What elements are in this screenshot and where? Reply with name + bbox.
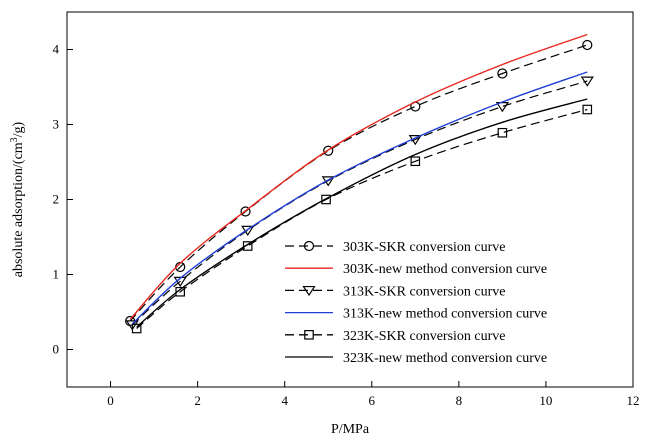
legend-background (275, 234, 630, 372)
marker-square (582, 104, 593, 115)
marker-square (131, 323, 142, 334)
marker-square (242, 241, 253, 251)
marker-circle (323, 145, 334, 156)
y-tick-label: 1 (53, 267, 60, 282)
y-axis-title-tail: /g) (11, 121, 26, 137)
legend: 303K-SKR conversion curve 303K-new method… (275, 234, 630, 372)
legend-label: 303K-SKR conversion curve (343, 240, 506, 255)
y-axis-title-main: absolute adsorption/(cm (11, 142, 26, 277)
series-line (129, 44, 588, 322)
marker-circle (582, 39, 593, 51)
y-tick-label: 2 (53, 192, 60, 207)
marker-square (497, 127, 508, 138)
x-tick-label: 12 (627, 393, 640, 408)
series-2 (129, 33, 588, 320)
x-axis-title: P/MPa (331, 422, 370, 437)
y-tick-label: 4 (53, 42, 60, 57)
legend-entry: 303K-new method conversion curve (285, 262, 547, 277)
series-line (136, 98, 588, 328)
legend-label: 313K-new method conversion curve (343, 307, 547, 322)
legend-entry: 323K-new method conversion curve (285, 351, 547, 366)
x-tick-label: 0 (107, 393, 114, 408)
legend-entry: 313K-SKR conversion curve (285, 284, 506, 299)
legend-entry: 303K-SKR conversion curve (285, 240, 506, 255)
legend-entry: 313K-new method conversion curve (285, 307, 547, 322)
y-tick-label: 3 (53, 117, 60, 132)
marker-circle (497, 68, 508, 79)
x-tick-label: 6 (369, 393, 376, 408)
x-tick-label: 10 (539, 393, 552, 408)
series-line (129, 33, 588, 320)
legend-label: 323K-SKR conversion curve (343, 329, 506, 344)
x-tick-label: 4 (281, 393, 288, 408)
marker-square (321, 194, 331, 205)
x-tick-label: 2 (194, 393, 201, 408)
series-line (131, 71, 588, 325)
x-tick-label: 8 (456, 393, 463, 408)
series-4 (131, 71, 588, 325)
marker-triangle-down (580, 76, 594, 87)
legend-label: 323K-new method conversion curve (343, 351, 547, 366)
legend-label: 303K-new method conversion curve (343, 262, 547, 277)
marker-square (304, 330, 314, 340)
series-layer (125, 33, 594, 334)
marker-circle (303, 240, 315, 252)
y-axis-title: absolute adsorption/(cm3/g) (9, 121, 26, 277)
y-tick-label: 0 (53, 342, 60, 357)
marker-square (410, 156, 421, 167)
series-6 (136, 98, 588, 328)
legend-label: 313K-SKR conversion curve (343, 284, 506, 299)
marker-triangle-down (302, 285, 316, 297)
marker-circle (240, 206, 251, 217)
marker-triangle-down (125, 320, 139, 331)
legend-entry: 323K-SKR conversion curve (285, 329, 506, 344)
marker-square (175, 286, 185, 297)
y-axis-title-sup: 3 (9, 137, 20, 142)
